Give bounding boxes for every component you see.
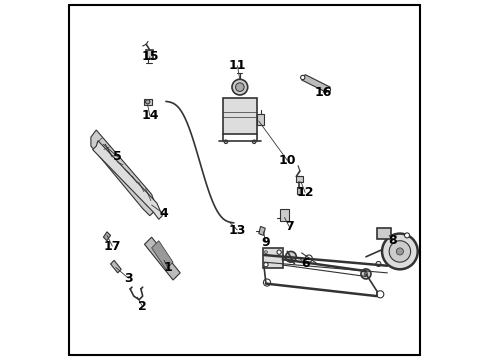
- Text: 6: 6: [300, 257, 309, 270]
- Bar: [376, 228, 390, 239]
- Bar: [295, 176, 302, 182]
- Circle shape: [364, 272, 367, 276]
- Circle shape: [395, 248, 403, 255]
- Circle shape: [305, 255, 312, 262]
- Polygon shape: [91, 130, 157, 216]
- Circle shape: [145, 100, 149, 104]
- Text: 15: 15: [141, 50, 158, 63]
- Polygon shape: [103, 232, 110, 241]
- Circle shape: [231, 79, 247, 95]
- Bar: [143, 99, 151, 105]
- Text: 1: 1: [163, 261, 172, 274]
- Text: 9: 9: [261, 236, 270, 249]
- Polygon shape: [151, 241, 173, 269]
- Text: 11: 11: [228, 59, 245, 72]
- Polygon shape: [301, 75, 329, 93]
- Circle shape: [224, 140, 227, 144]
- Circle shape: [263, 262, 267, 267]
- Bar: [223, 98, 257, 134]
- Text: 12: 12: [296, 186, 313, 199]
- Text: 5: 5: [113, 150, 122, 163]
- Bar: [280, 208, 288, 221]
- Text: 13: 13: [228, 224, 245, 237]
- Circle shape: [376, 291, 383, 298]
- Bar: [263, 248, 282, 267]
- Polygon shape: [258, 226, 264, 235]
- Text: 4: 4: [160, 207, 168, 220]
- Polygon shape: [93, 141, 162, 219]
- Circle shape: [375, 261, 380, 266]
- Circle shape: [381, 234, 417, 269]
- Bar: [257, 114, 263, 125]
- Circle shape: [360, 269, 370, 279]
- Text: 10: 10: [278, 154, 296, 167]
- Polygon shape: [110, 260, 121, 273]
- Circle shape: [235, 83, 244, 91]
- Circle shape: [276, 250, 281, 254]
- Text: 17: 17: [103, 240, 121, 253]
- Bar: [146, 50, 152, 59]
- Text: 14: 14: [141, 109, 158, 122]
- Polygon shape: [144, 237, 180, 280]
- Circle shape: [325, 87, 330, 92]
- Bar: [296, 187, 301, 194]
- Circle shape: [404, 233, 408, 238]
- Circle shape: [285, 251, 296, 262]
- Circle shape: [388, 241, 410, 262]
- Text: 3: 3: [124, 272, 132, 285]
- Text: 7: 7: [284, 220, 293, 233]
- Text: 16: 16: [314, 86, 331, 99]
- Circle shape: [300, 75, 304, 80]
- Text: 8: 8: [387, 234, 396, 247]
- Circle shape: [252, 140, 255, 144]
- Circle shape: [264, 251, 267, 253]
- Text: 2: 2: [138, 300, 147, 313]
- Circle shape: [263, 279, 270, 286]
